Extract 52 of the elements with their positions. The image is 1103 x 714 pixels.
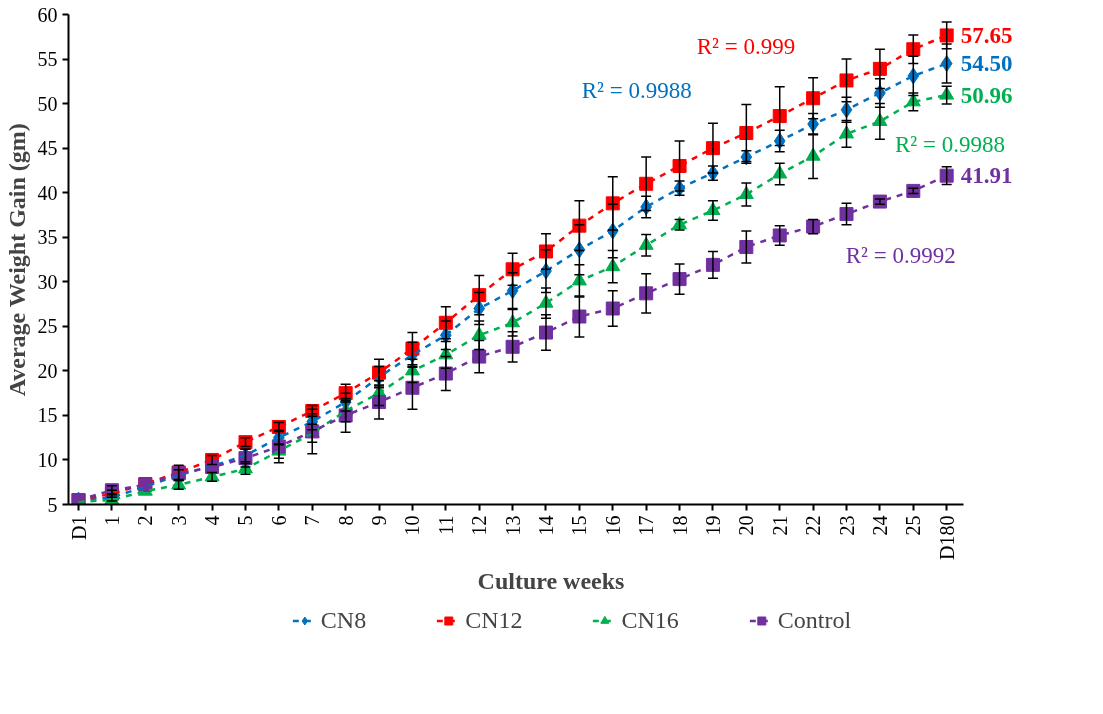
data-label: 54.50 xyxy=(960,51,1013,76)
x-tick-label: 12 xyxy=(468,515,491,536)
x-tick-label: D180 xyxy=(935,515,958,560)
y-tick-label: 15 xyxy=(37,404,58,427)
legend-label: CN12 xyxy=(465,606,523,634)
legend-label: CN16 xyxy=(621,606,679,634)
x-tick-label: 6 xyxy=(267,515,290,526)
x-tick-label: 2 xyxy=(134,515,157,526)
y-tick-label: 20 xyxy=(37,359,58,382)
x-tick-label: 5 xyxy=(234,515,257,526)
data-label: 50.96 xyxy=(960,82,1013,108)
x-tick-label: 14 xyxy=(534,515,557,536)
x-tick-label: 17 xyxy=(635,515,658,536)
annotation: R² = 0.9988 xyxy=(581,77,692,103)
y-axis-title: Average Weight Gain (gm) xyxy=(3,123,30,397)
x-tick-label: 7 xyxy=(301,515,324,526)
x-tick-label: 4 xyxy=(201,515,224,526)
x-tick-label: 19 xyxy=(701,515,724,536)
x-tick-label: 13 xyxy=(501,515,524,536)
y-tick-label: 40 xyxy=(37,181,58,204)
x-tick-label: 23 xyxy=(835,515,858,536)
y-tick-label: 55 xyxy=(37,48,58,71)
x-tick-label: D1 xyxy=(67,515,90,540)
y-tick-label: 10 xyxy=(37,448,58,471)
legend-label: CN8 xyxy=(320,606,367,634)
x-tick-label: 1 xyxy=(100,515,123,526)
y-tick-label: 30 xyxy=(37,270,58,293)
y-tick-label: 45 xyxy=(37,137,58,160)
y-tick-label: 25 xyxy=(37,315,58,338)
y-tick-label: 50 xyxy=(37,92,58,115)
x-tick-label: 21 xyxy=(768,515,791,536)
annotation: R² = 0.9988 xyxy=(894,131,1005,157)
x-tick-label: 9 xyxy=(368,515,391,526)
x-tick-label: 11 xyxy=(434,515,457,535)
x-axis-title: Culture weeks xyxy=(477,567,625,594)
x-tick-label: 24 xyxy=(868,515,891,536)
x-tick-label: 20 xyxy=(735,515,758,536)
x-tick-label: 18 xyxy=(668,515,691,536)
x-tick-label: 15 xyxy=(568,515,591,536)
x-tick-label: 16 xyxy=(601,515,624,536)
x-tick-label: 25 xyxy=(902,515,925,536)
data-label: 57.65 xyxy=(960,22,1013,48)
x-tick-label: 22 xyxy=(802,515,825,536)
annotation: R² = 0.999 xyxy=(696,33,796,59)
annotation: R² = 0.9992 xyxy=(845,243,956,269)
x-tick-label: 10 xyxy=(401,515,424,536)
x-tick-label: 3 xyxy=(167,515,190,526)
x-tick-label: 8 xyxy=(334,515,357,526)
legend-label: Control xyxy=(777,606,852,634)
y-tick-label: 35 xyxy=(37,226,58,249)
y-tick-label: 60 xyxy=(37,3,58,26)
data-label: 41.91 xyxy=(960,163,1013,189)
